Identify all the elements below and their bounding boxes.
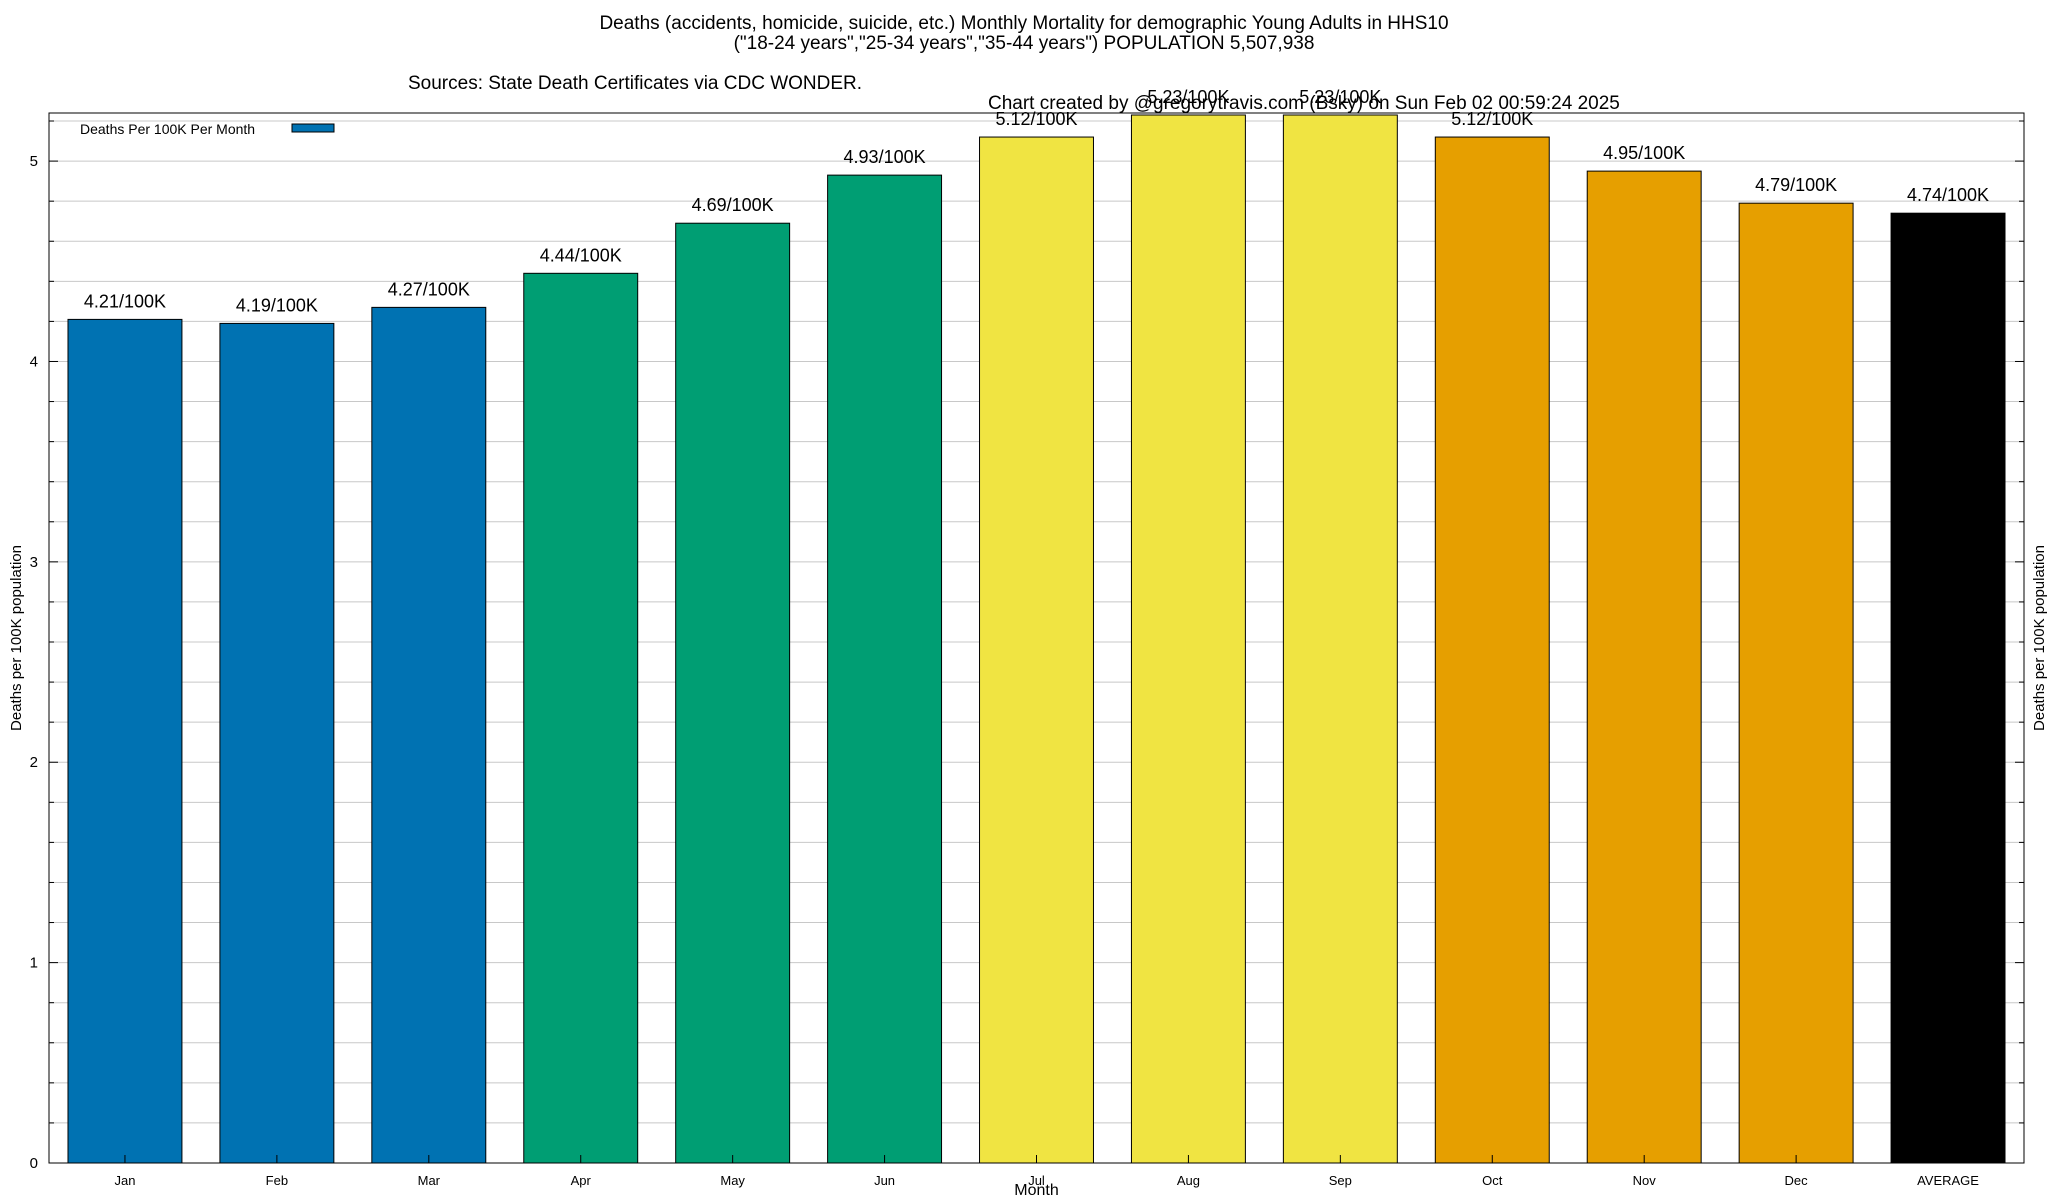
data-label: 4.74/100K	[1907, 185, 1989, 205]
x-tick-label: Jun	[874, 1173, 895, 1188]
y-axis-label: Deaths per 100K population	[8, 545, 25, 731]
x-tick-label: Nov	[1633, 1173, 1657, 1188]
x-axis-label: Month	[1014, 1182, 1058, 1199]
bar-nov	[1586, 170, 1702, 1164]
bar-jan	[67, 318, 183, 1164]
x-tick-label: Feb	[266, 1173, 288, 1188]
data-label: 4.19/100K	[236, 295, 318, 315]
chart-title: Deaths (accidents, homicide, suicide, et…	[599, 13, 1449, 34]
data-label: 4.69/100K	[692, 195, 774, 215]
x-tick-label: Aug	[1177, 1173, 1200, 1188]
data-label: 4.44/100K	[540, 245, 622, 265]
data-label: 4.79/100K	[1755, 175, 1837, 195]
data-label: 5.12/100K	[995, 109, 1077, 129]
bar-may	[675, 222, 791, 1164]
plot-border	[48, 112, 2025, 1164]
chart-attribution-row: Sources: State Death Certificates via CD…	[0, 54, 2048, 114]
y-tick-label: 5	[30, 153, 38, 170]
data-label: 5.12/100K	[1451, 109, 1533, 129]
legend-label: Deaths Per 100K Per Month	[80, 121, 255, 137]
x-tick-label: Mar	[418, 1173, 441, 1188]
bar-jul	[979, 136, 1094, 1164]
y-tick-label: 4	[30, 353, 38, 370]
data-label: 4.95/100K	[1603, 143, 1685, 163]
bar-average	[1890, 212, 2006, 1164]
bar-aug	[1130, 114, 1246, 1164]
data-label: 5.23/100K	[1299, 87, 1381, 107]
x-tick-label: Dec	[1785, 1173, 1809, 1188]
x-tick-label: Jan	[114, 1173, 135, 1188]
chart-subtitle: ("18-24 years","25-34 years","35-44 year…	[733, 33, 1315, 54]
bar-mar	[371, 306, 487, 1164]
y-tick-label: 0	[30, 1155, 38, 1172]
x-tick-label: Oct	[1482, 1173, 1503, 1188]
y-tick-label: 1	[30, 955, 38, 972]
chart-title-block: Deaths (accidents, homicide, suicide, et…	[0, 13, 2048, 114]
bar-dec	[1738, 202, 1854, 1164]
x-tick-label: Jul	[1028, 1173, 1045, 1188]
y2-axis-label: Deaths per 100K population	[2031, 545, 2048, 731]
x-tick-label: Apr	[571, 1173, 592, 1188]
bar-feb	[219, 322, 335, 1164]
data-label: 5.23/100K	[1147, 87, 1229, 107]
chart-sources: Sources: State Death Certificates via CD…	[408, 73, 863, 94]
x-tick-label: May	[720, 1173, 745, 1188]
bar-sep	[1282, 114, 1398, 1164]
bar-jun	[827, 174, 943, 1164]
legend-swatch	[291, 123, 335, 133]
chart-credit: Chart created by @gregorytravis.com (Bsk…	[988, 93, 1620, 114]
x-tick-label: Sep	[1329, 1173, 1352, 1188]
data-label: 4.21/100K	[84, 291, 166, 311]
bar-apr	[523, 272, 639, 1164]
data-label: 4.27/100K	[388, 279, 470, 299]
bar-oct	[1434, 136, 1550, 1164]
y-tick-label: 2	[30, 754, 38, 771]
x-tick-label: AVERAGE	[1917, 1173, 1979, 1188]
y-tick-label: 3	[30, 554, 38, 571]
data-label: 4.93/100K	[844, 147, 926, 167]
